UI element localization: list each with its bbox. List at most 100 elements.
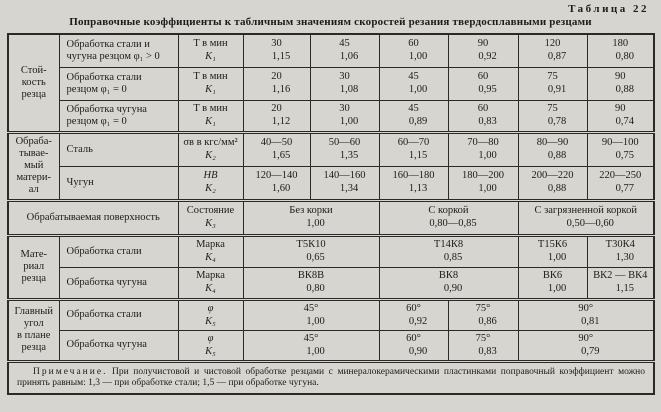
value-top: 45: [408, 71, 419, 82]
value-cell: Т15К6 1,00: [517, 233, 588, 268]
value-coef: 1,15: [408, 150, 428, 161]
param-cell: Состояние K₃: [177, 198, 244, 236]
value-cell: 180—200 1,00: [447, 165, 519, 201]
row-label-cell: Обработка стали: [58, 233, 179, 268]
value-top: 45: [339, 38, 350, 50]
value-cell: ВК8 0,90: [378, 266, 519, 300]
value-coef: 0,87: [547, 51, 567, 63]
param-cell: Марка K₄: [177, 266, 244, 300]
param-name: σв в кгс/мм²: [183, 137, 238, 148]
value-coef: 0,74: [615, 116, 634, 127]
value-cell: 120—140 1,60: [242, 165, 311, 201]
value-cell: 180 0,80: [586, 33, 655, 68]
value-cell: Без корки 1,00: [242, 198, 380, 236]
value-coef: 0,91: [547, 84, 567, 95]
value-top: 45°: [303, 302, 319, 314]
value-coef: 0,86: [478, 315, 497, 327]
param-coef: K₅: [205, 315, 216, 327]
value-cell: 20 1,16: [242, 66, 311, 101]
value-top: 90°: [578, 332, 594, 344]
value-coef: 1,13: [408, 183, 428, 194]
value-coef: 1,00: [478, 183, 497, 194]
value-cell: 70—80 1,00: [447, 130, 519, 167]
value-cell: 40—50 1,65: [242, 130, 311, 167]
row-label-cell: Обработка чугуна: [58, 329, 179, 362]
value-coef: 0,79: [581, 345, 600, 357]
value-cell: ВК6 1,00: [517, 266, 588, 300]
value-coef: 1,06: [339, 51, 359, 63]
param-coef: K₂: [205, 150, 216, 161]
value-top: Т30К4: [605, 239, 635, 250]
param-coef: K₂: [205, 183, 216, 194]
value-cell: 60 1,00: [378, 33, 449, 68]
value-top: 90—100: [601, 137, 639, 148]
value-coef: 0,65: [306, 252, 325, 263]
value-cell: 60° 0,92: [378, 297, 449, 331]
value-coef: 0,89: [408, 116, 428, 127]
value-top: 70—80: [467, 137, 499, 148]
value-coef: 0,88: [615, 84, 634, 95]
value-coef: 1,16: [271, 84, 291, 95]
value-top: 75°: [475, 302, 491, 314]
value-cell: 90—100 0,75: [586, 130, 655, 167]
value-cell: ВК2 — ВК4 1,15: [586, 266, 655, 300]
value-cell: 120 0,87: [517, 33, 588, 68]
value-coef: 0,92: [478, 51, 497, 63]
value-coef: 1,00: [306, 315, 325, 327]
value-top: 60°: [406, 302, 421, 314]
footnote-label: Примечание.: [33, 366, 108, 377]
param-cell: φ K₅: [177, 329, 244, 362]
row-label-cell: Обработка стали: [58, 297, 179, 331]
value-top: 30: [271, 38, 282, 50]
value-cell: 90 0,88: [586, 66, 655, 101]
value-cell: 90° 0,79: [517, 329, 655, 362]
value-cell: 80—90 0,88: [517, 130, 588, 167]
value-cell: 45 1,06: [309, 33, 380, 68]
value-top: 75°: [475, 332, 491, 344]
value-coef: 0,83: [478, 116, 497, 127]
value-coef: 1,00: [478, 150, 497, 161]
page-title: Поправочные коэффициенты к табличным зна…: [69, 16, 592, 28]
footnote-text: При получистовой и чистовой обработке ре…: [17, 366, 646, 389]
table-number: Таблица 22: [568, 3, 649, 15]
value-coef: 0,90: [408, 345, 428, 357]
coefficients-table: Стой- кость резца Обработка стали и чугу…: [7, 33, 655, 395]
value-coef: 1,00: [408, 51, 428, 63]
value-top: 90°: [578, 302, 594, 314]
value-coef: 0,81: [581, 315, 600, 327]
param-name: T в мин: [193, 71, 228, 82]
value-top: 20: [271, 103, 282, 114]
param-cell: T в мин K₁: [177, 33, 244, 68]
value-coef: 0,92: [408, 315, 428, 327]
param-coef: K₄: [205, 252, 216, 263]
value-coef: 0,80: [306, 283, 325, 294]
value-coef: 1,35: [339, 150, 359, 161]
value-top: 30: [339, 103, 350, 114]
row-label-cell: Обработка стали и чугуна резцом φ₁ > 0: [58, 33, 179, 68]
value-top: 120—140: [255, 170, 298, 181]
value-cell: 30 1,08: [309, 66, 380, 101]
value-top: С коркой: [428, 205, 469, 216]
value-top: 60: [477, 103, 489, 114]
param-cell: T в мин K₁: [177, 99, 244, 133]
value-coef: 0,77: [615, 183, 634, 194]
value-top: 80—90: [536, 137, 569, 148]
value-cell: 220—250 0,77: [586, 165, 655, 201]
value-top: 90: [477, 38, 489, 50]
value-top: 60: [408, 38, 419, 50]
value-top: 200—220: [531, 170, 574, 181]
value-coef: 0,83: [478, 345, 497, 357]
value-top: 120: [544, 38, 561, 50]
value-top: 180: [612, 38, 629, 50]
value-cell: 140—160 1,34: [309, 165, 380, 201]
value-top: ВК2 — ВК4: [593, 270, 648, 281]
value-coef: 1,65: [271, 150, 291, 161]
param-cell: НВ K₂: [177, 165, 244, 201]
value-cell: С коркой 0,80—0,85: [378, 198, 519, 236]
value-coef: 0,50—0,60: [566, 218, 614, 229]
group-cell-workpiece-material: Обраба- тывае- мый матери- ал: [7, 130, 60, 201]
value-top: 40—50: [260, 137, 293, 148]
value-coef: 1,15: [271, 51, 291, 63]
row-label-cell: Обработка стали резцом φ₁ = 0: [58, 66, 179, 101]
value-cell: 90° 0,81: [517, 297, 655, 331]
